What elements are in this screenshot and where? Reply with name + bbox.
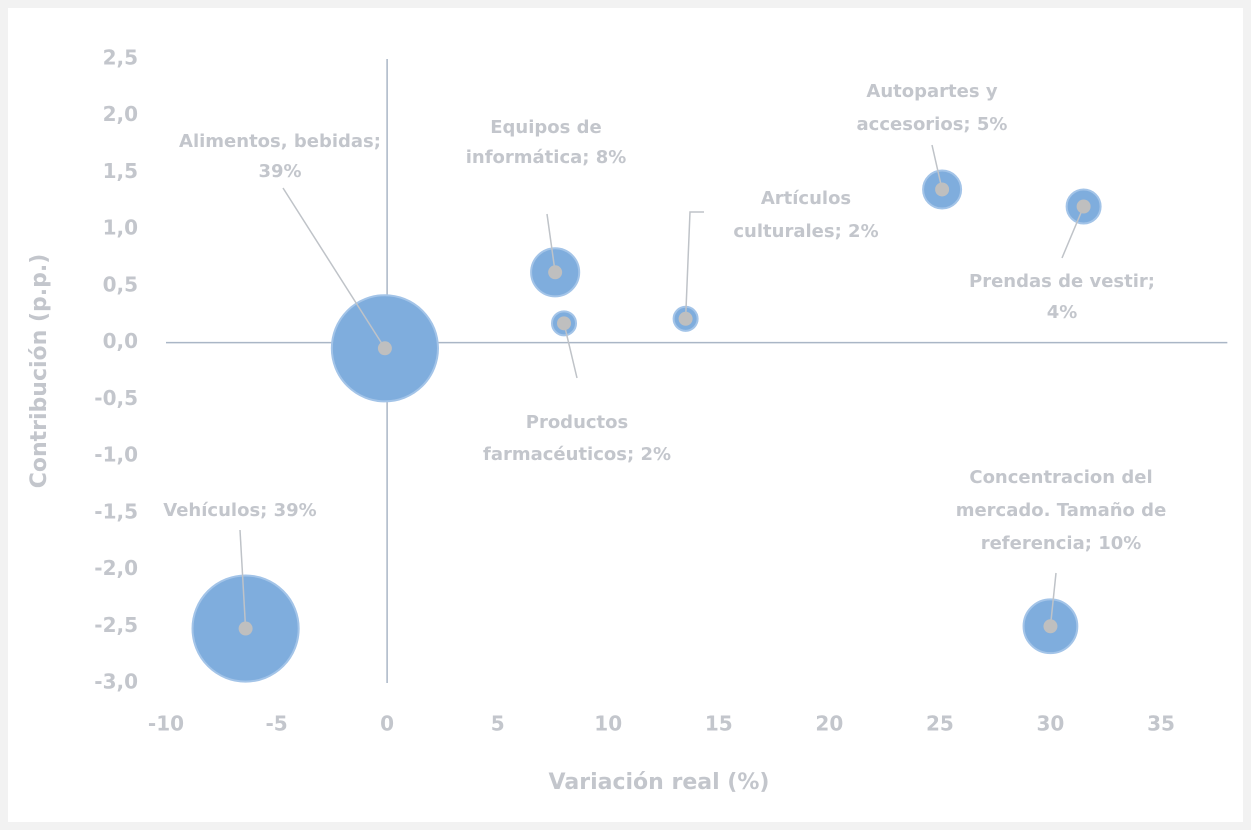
y-tick-label: 0,0: [103, 329, 138, 353]
y-tick-label: -2,0: [94, 556, 138, 580]
leader-line: [546, 213, 556, 273]
leader-line: [931, 144, 943, 190]
bubble-center: [377, 341, 392, 356]
bubble-center: [557, 316, 571, 331]
data-label: Autopartes y: [866, 81, 997, 102]
y-tick-label: -2,5: [94, 613, 138, 637]
leader-line: [282, 187, 386, 349]
x-tick-label: 0: [380, 712, 394, 736]
x-tick-label: 15: [705, 712, 733, 736]
data-label: 39%: [258, 161, 301, 182]
bubble-center: [238, 621, 253, 636]
data-label: Prendas de vestir;: [969, 271, 1155, 292]
y-tick-label: -1,0: [94, 443, 138, 467]
data-label: culturales; 2%: [733, 221, 878, 242]
y-tick-label: 1,0: [103, 216, 138, 240]
bubble-center: [1076, 199, 1091, 214]
leader-line: [1061, 206, 1085, 259]
bubble-center: [1043, 619, 1058, 634]
leader-line: [563, 323, 578, 379]
x-tick-label: 10: [594, 712, 622, 736]
data-label: Vehículos; 39%: [163, 500, 316, 521]
data-label: referencia; 10%: [981, 533, 1142, 554]
y-tick-label: -1,5: [94, 499, 138, 523]
y-tick-label: -0,5: [94, 386, 138, 410]
data-label: 4%: [1047, 302, 1078, 323]
y-tick-label: 2,0: [103, 102, 138, 126]
bubble-center: [935, 182, 950, 197]
data-label: Equipos de: [490, 117, 602, 138]
x-axis-title: Variación real (%): [549, 770, 770, 795]
data-label: informática; 8%: [466, 147, 627, 168]
x-tick-label: -5: [265, 712, 287, 736]
x-tick-label: 25: [926, 712, 954, 736]
y-tick-label: 2,5: [103, 46, 138, 70]
data-label: Concentracion del: [969, 467, 1152, 488]
leader-line: [239, 529, 247, 629]
x-tick-label: 35: [1147, 712, 1175, 736]
data-label: accesorios; 5%: [857, 114, 1008, 135]
data-label: Artículos: [761, 188, 851, 209]
data-label: mercado. Tamaño de: [956, 500, 1167, 521]
x-tick-label: 30: [1037, 712, 1065, 736]
y-tick-label: -3,0: [94, 670, 138, 694]
chart-background: [8, 8, 1243, 822]
data-label: Alimentos, bebidas;: [179, 131, 381, 152]
data-label: farmacéuticos; 2%: [483, 444, 671, 465]
y-tick-label: 0,5: [103, 272, 138, 296]
x-tick-label: 5: [491, 712, 505, 736]
data-label: Productos: [526, 412, 629, 433]
leader-line: [684, 211, 704, 319]
y-axis-title: Contribución (p.p.): [27, 254, 52, 489]
x-tick-label: 20: [815, 712, 843, 736]
bubble-center: [678, 311, 693, 326]
leader-line: [1049, 572, 1057, 627]
y-tick-label: 1,5: [103, 159, 138, 183]
bubble-center: [548, 265, 563, 280]
x-tick-label: -10: [148, 712, 184, 736]
